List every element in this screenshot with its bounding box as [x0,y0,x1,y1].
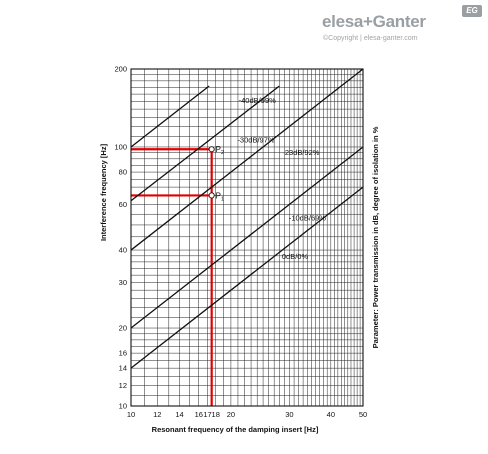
copyright-text: ©Copyright | elesa-ganter.com [323,35,418,42]
y-tick-label: 30 [119,278,127,287]
grid [130,68,364,407]
x-tick-label: 12 [153,410,161,419]
series-line [130,186,364,369]
y-tick-label: 80 [119,168,127,177]
marker-label: P2 [216,145,224,156]
series-label: -30dB/97% [237,136,274,145]
y-tick-label: 20 [119,324,127,333]
isolation-lines [130,68,364,369]
series-label: -10dB/69% [289,214,326,223]
red-guide-lines [131,148,213,406]
y-axis-label: Interference frequency [Hz] [99,143,108,241]
x-tick-label: 16 [195,410,203,419]
series-label: -40dB/99% [239,96,276,105]
x-tick-label: 14 [175,410,183,419]
marker-label: P1 [216,191,224,202]
plot-frame [130,68,364,407]
y-tick-labels: 10 12 14 16 20 30 40 60 80 100 200 [114,65,127,411]
line-labels: -40dB/99% -30dB/97% -23dB/92% -10dB/69% 0dB/… [237,96,326,261]
series-label: -23dB/92% [282,148,319,157]
x-tick-label: 50 [359,410,367,419]
series-line [130,85,210,148]
marker-point [208,192,215,199]
y-tick-label: 12 [119,381,127,390]
y-tick-label: 40 [119,246,127,255]
series-line [130,146,364,329]
x-tick-label: 30 [285,410,293,419]
marker-point [208,146,215,153]
marker-subscript: 2 [221,150,224,156]
x-tick-label: 40 [327,410,335,419]
series-label: 0dB/0% [282,252,309,261]
y-tick-label: 100 [114,143,127,152]
y-tick-label: 60 [119,200,127,209]
x-axis-label: Resonant frequency of the damping insert… [152,425,319,434]
eg-badge-logo: EG [462,5,482,17]
y-tick-label: 16 [119,349,127,358]
series-line [130,68,364,251]
y-tick-label: 14 [119,364,127,373]
point-markers: P2 P1 [208,145,224,202]
series-line [130,85,280,202]
x-tick-labels: 10 12 14 16 17 18 20 30 40 50 [127,410,367,419]
right-parameter-label: Parameter: Power transmission in dB, deg… [371,126,380,348]
marker-subscript: 1 [221,196,224,202]
x-tick-label: 20 [227,410,235,419]
x-tick-label: 17 [203,410,211,419]
y-tick-label: 10 [119,402,127,411]
x-tick-label: 18 [212,410,220,419]
x-tick-label: 10 [127,410,135,419]
elesa-ganter-logo: elesa+Ganter [322,12,426,31]
y-tick-label: 200 [114,65,127,74]
